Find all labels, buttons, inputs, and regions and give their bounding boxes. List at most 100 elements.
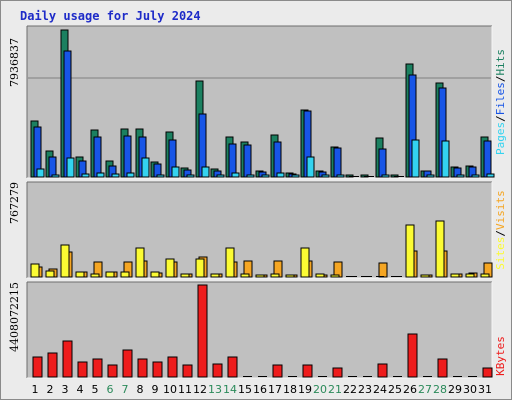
day-label: 4 bbox=[77, 383, 84, 396]
bar-kbytes bbox=[437, 358, 448, 378]
day-label: 2 bbox=[47, 383, 54, 396]
bar-kbytes bbox=[182, 364, 193, 378]
bar-files bbox=[483, 140, 492, 178]
bar-sites bbox=[30, 263, 40, 278]
bar-kbytes bbox=[92, 358, 103, 378]
bar-sites bbox=[105, 271, 115, 278]
bar-kbytes bbox=[77, 361, 88, 378]
day-label: 21 bbox=[328, 383, 342, 396]
day-label: 16 bbox=[253, 383, 267, 396]
bar-kbytes bbox=[47, 352, 58, 378]
day-label: 28 bbox=[433, 383, 447, 396]
bar-pages bbox=[381, 174, 390, 178]
bar-kbytes bbox=[152, 361, 163, 378]
max-value-label: 4408072215 bbox=[8, 282, 21, 352]
bar-pages bbox=[456, 174, 465, 178]
bar-sites bbox=[450, 273, 460, 278]
bar-sites-empty bbox=[346, 276, 354, 277]
day-label: 11 bbox=[178, 383, 192, 396]
bar-sites bbox=[210, 273, 220, 278]
bar-visits bbox=[378, 262, 388, 278]
bar-kbytes bbox=[122, 349, 133, 378]
bar-pages bbox=[141, 157, 150, 178]
day-label: 12 bbox=[193, 383, 207, 396]
bar-kbytes-empty bbox=[393, 376, 402, 377]
bar-kbytes-empty bbox=[258, 376, 267, 377]
bar-kbytes bbox=[197, 284, 208, 378]
bar-pages bbox=[441, 140, 450, 178]
bar-pages bbox=[81, 173, 90, 178]
day-label: 20 bbox=[313, 383, 327, 396]
bar-kbytes-empty bbox=[453, 376, 462, 377]
bar-sites bbox=[300, 247, 310, 278]
day-label: 25 bbox=[388, 383, 402, 396]
bar-kbytes bbox=[137, 358, 148, 378]
day-label: 5 bbox=[92, 383, 99, 396]
day-label: 13 bbox=[208, 383, 222, 396]
max-value-label: 7936837 bbox=[8, 38, 21, 87]
bar-kbytes bbox=[407, 333, 418, 378]
bar-kbytes bbox=[332, 367, 343, 378]
day-label: 1 bbox=[32, 383, 39, 396]
legend-top: Pages/Files/Hits bbox=[494, 49, 507, 155]
bar-files bbox=[273, 141, 282, 178]
day-label: 9 bbox=[152, 383, 159, 396]
bar-pages bbox=[261, 174, 270, 178]
day-label: 24 bbox=[373, 383, 387, 396]
bar-pages bbox=[66, 157, 75, 178]
bar-sites bbox=[120, 271, 130, 278]
bar-kbytes bbox=[272, 364, 283, 378]
legend-entry: Files bbox=[494, 82, 507, 115]
bar-pages bbox=[486, 173, 495, 178]
bar-kbytes-empty bbox=[468, 376, 477, 377]
bar-pages bbox=[216, 174, 225, 178]
bar-sites bbox=[90, 273, 100, 278]
bar-kbytes bbox=[212, 363, 223, 378]
bar-pages bbox=[126, 172, 135, 178]
bar-sites-empty bbox=[361, 276, 369, 277]
day-label: 3 bbox=[62, 383, 69, 396]
bar-sites bbox=[75, 271, 85, 278]
bar-kbytes bbox=[167, 356, 178, 378]
bar-pages bbox=[471, 174, 480, 178]
day-label: 26 bbox=[403, 383, 417, 396]
bar-sites bbox=[405, 224, 415, 278]
bar-sites bbox=[435, 220, 445, 278]
bar-files bbox=[378, 148, 387, 178]
bar-kbytes bbox=[107, 364, 118, 378]
bar-sites bbox=[165, 258, 175, 278]
bar-kbytes bbox=[32, 356, 43, 378]
bar-sites bbox=[255, 274, 265, 278]
day-label: 23 bbox=[358, 383, 372, 396]
day-label: 18 bbox=[283, 383, 297, 396]
bar-sites bbox=[285, 274, 295, 278]
bar-kbytes-empty bbox=[288, 376, 297, 377]
bar-pages bbox=[171, 166, 180, 178]
bar-pages bbox=[186, 174, 195, 178]
bar-kbytes bbox=[377, 363, 388, 378]
day-label: 7 bbox=[122, 383, 129, 396]
bar-pages bbox=[246, 174, 255, 178]
bar-pages bbox=[306, 156, 315, 178]
legend-entry: / bbox=[494, 76, 507, 83]
legend-entry: / bbox=[494, 115, 507, 122]
max-value-label: 767279 bbox=[8, 182, 21, 224]
bar-files bbox=[333, 147, 342, 178]
bar-pages bbox=[51, 174, 60, 178]
legend-entry: Sites bbox=[494, 237, 507, 270]
bar-files bbox=[243, 144, 252, 178]
bar-pages bbox=[321, 174, 330, 178]
bar-pages bbox=[276, 172, 285, 178]
bar-files bbox=[93, 136, 102, 178]
legend-entry: Visits bbox=[494, 190, 507, 230]
legend-bottom: KBytes bbox=[494, 336, 507, 376]
bar-kbytes-empty bbox=[243, 376, 252, 377]
day-label: 6 bbox=[107, 383, 114, 396]
bar-pages bbox=[111, 173, 120, 178]
bar-kbytes bbox=[302, 364, 313, 378]
bar-sites bbox=[150, 271, 160, 278]
bar-pages bbox=[231, 172, 240, 178]
day-label: 15 bbox=[238, 383, 252, 396]
legend-entry: Pages bbox=[494, 122, 507, 155]
bar-files bbox=[228, 143, 237, 178]
